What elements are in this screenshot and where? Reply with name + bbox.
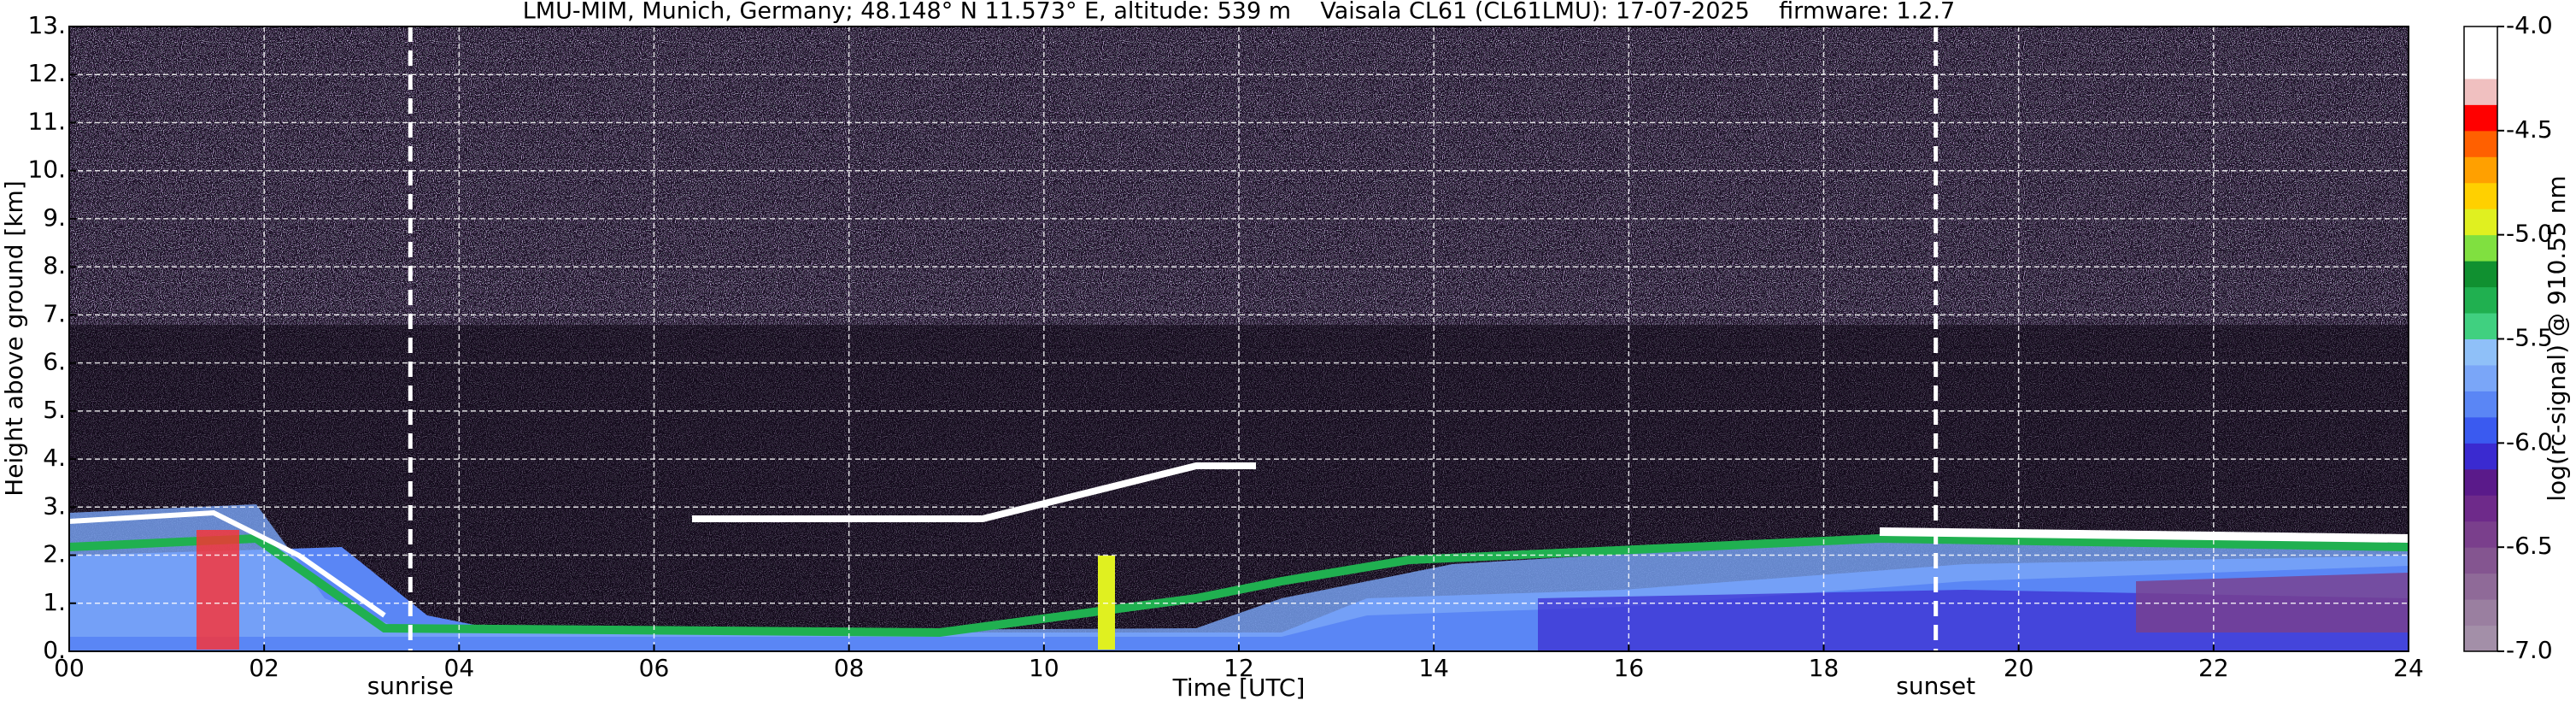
y-tick-label: 1.	[43, 588, 66, 616]
x-tick-label: 08	[834, 654, 865, 682]
colorbar-tick-label: -4.0	[2506, 11, 2553, 39]
colorbar-tick-label: -5.5	[2506, 324, 2553, 352]
x-tick-label: 18	[1809, 654, 1840, 682]
y-tick-label: 11.	[27, 107, 66, 135]
colorbar-tick-label: -4.5	[2506, 115, 2553, 144]
chart-title: LMU-MIM, Munich, Germany; 48.148° N 11.5…	[523, 0, 1956, 25]
x-tick-label: 12	[1223, 654, 1254, 682]
colorbar-tick-label: -6.5	[2506, 532, 2553, 560]
y-tick-label: 4.	[43, 444, 66, 472]
x-tick-label: 22	[2198, 654, 2229, 682]
x-tick-label: 10	[1029, 654, 1059, 682]
y-tick-label: 3.	[43, 491, 66, 520]
y-tick-label: 9.	[43, 203, 66, 232]
y-tick-label: 10.	[27, 156, 66, 184]
colorbar-segment	[2464, 625, 2497, 652]
y-tick-label: 8.	[43, 251, 66, 279]
colorbar-segment	[2464, 443, 2497, 470]
colorbar-segment	[2464, 468, 2497, 496]
axes: 00 02 04 06 08 10 12 14 16 18 20 22 24 0. 1. 2. 3. 4. 5. 6.…	[27, 11, 2423, 700]
x-tick-label: 04	[444, 654, 475, 682]
y-tick-label: 5.	[43, 396, 66, 424]
colorbar-segment	[2464, 182, 2497, 209]
colorbar-segment	[2464, 261, 2497, 288]
colorbar-segment	[2464, 313, 2497, 339]
colorbar-tick-label: -5.0	[2506, 220, 2553, 248]
colorbar-segment	[2464, 78, 2497, 105]
colorbar-tick-label: -7.0	[2506, 636, 2553, 664]
x-tick-label: 16	[1614, 654, 1645, 682]
y-tick-label: 6.	[43, 348, 66, 376]
colorbar-segment	[2464, 26, 2497, 53]
y-tick-label: 7.	[43, 299, 66, 327]
colorbar-segment	[2464, 364, 2497, 391]
marker-label: sunrise	[367, 672, 454, 700]
colorbar-segment	[2464, 521, 2497, 548]
plot-frame	[68, 26, 2409, 652]
colorbar-tick-label: -6.0	[2506, 427, 2553, 456]
colorbar-segment	[2464, 156, 2497, 184]
colorbar-segment	[2464, 416, 2497, 444]
colorbar-segment	[2464, 547, 2497, 574]
y-tick-label: 12.	[27, 59, 66, 87]
y-tick-label: 0.	[43, 636, 66, 664]
colorbar-segment	[2464, 209, 2497, 236]
colorbar-segment	[2464, 130, 2497, 157]
colorbar-segment	[2464, 52, 2497, 79]
colorbar-segment	[2464, 573, 2497, 600]
colorbar-segment	[2464, 391, 2497, 418]
x-tick-label: 20	[2004, 654, 2034, 682]
marker-label: sunset	[1896, 672, 1975, 700]
x-tick-label: 14	[1418, 654, 1449, 682]
x-tick-label: 24	[2393, 654, 2424, 682]
x-tick-label: 00	[54, 654, 85, 682]
colorbar-segment	[2464, 104, 2497, 132]
colorbar-segment	[2464, 286, 2497, 314]
y-axis-label: Height above ground [km]	[0, 180, 28, 497]
y-tick-label: 13.	[27, 11, 66, 39]
colorbar-label: log(rc-signal) @ 910.55 nm	[2543, 175, 2571, 501]
colorbar-segment	[2464, 338, 2497, 366]
x-tick-label: 06	[639, 654, 670, 682]
colorbar-segment	[2464, 599, 2497, 627]
y-tick-label: 2.	[43, 540, 66, 568]
x-tick-label: 02	[249, 654, 279, 682]
colorbar-segment	[2464, 495, 2497, 522]
x-axis-label: Time [UTC]	[1172, 674, 1306, 702]
colorbar-segment	[2464, 234, 2497, 262]
